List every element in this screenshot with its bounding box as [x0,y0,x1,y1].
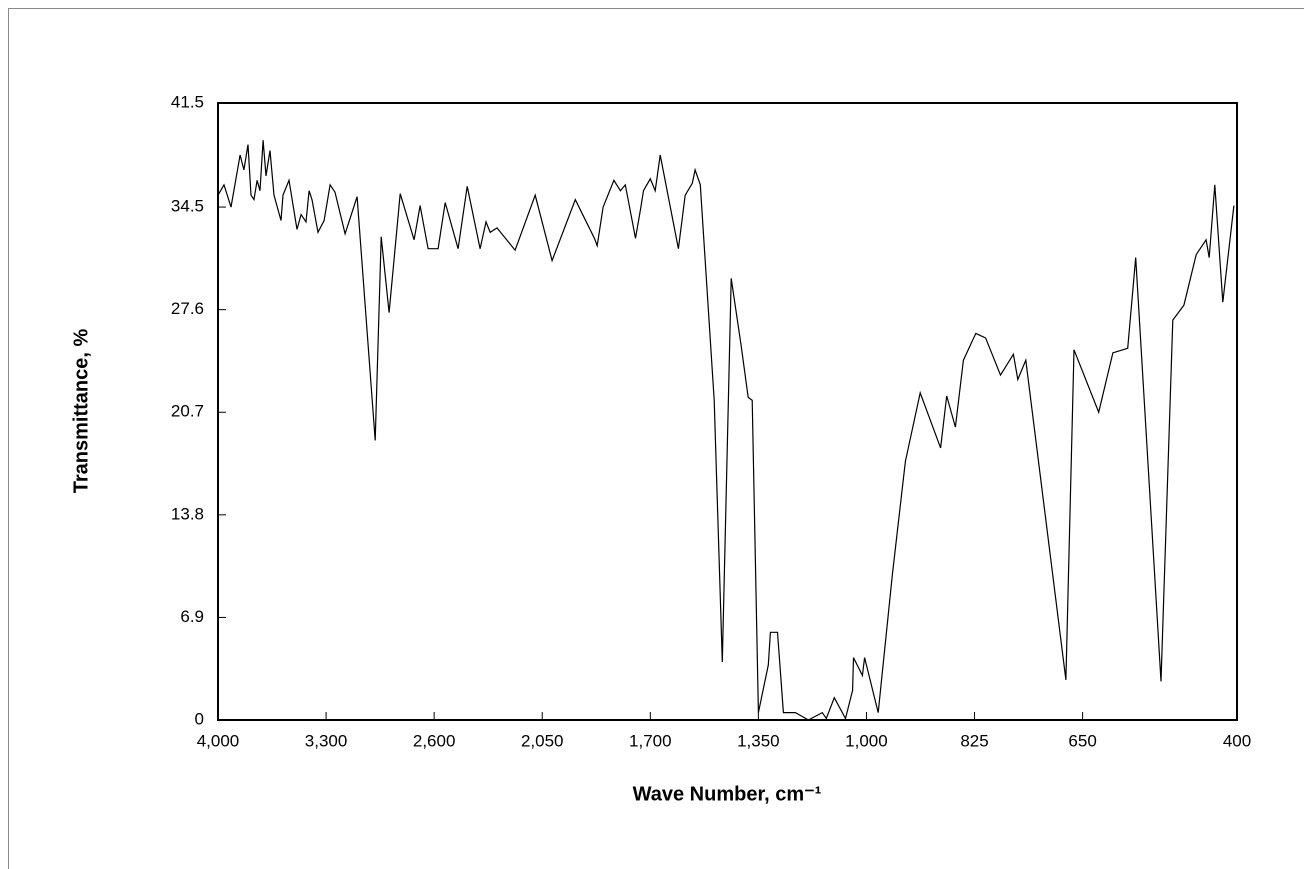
x-tick-label: 650 [1068,731,1096,750]
y-tick-label: 13.8 [171,504,204,523]
x-tick-label: 1,000 [845,731,888,750]
x-tick-label: 2,600 [413,731,456,750]
y-tick-label: 27.6 [171,299,204,318]
spectrum-line [217,140,1235,721]
x-tick-label: 400 [1223,731,1251,750]
x-axis-label: Wave Number, cm⁻¹ [633,783,822,805]
x-tick-label: 4,000 [197,731,240,750]
y-tick-label: 34.5 [171,197,204,216]
y-tick-label: 0 [195,709,204,728]
x-tick-label: 1,700 [629,731,672,750]
x-tick-label: 3,300 [305,731,348,750]
plot-area [217,102,1238,721]
y-tick-label: 20.7 [171,402,204,421]
x-tick-label: 1,350 [737,731,780,750]
y-axis-label: Transmittance, % [70,329,92,494]
x-tick-label: 2,050 [521,731,564,750]
y-tick-label: 41.5 [171,92,204,111]
y-tick-label: 6.9 [180,607,204,626]
x-tick-label: 825 [960,731,988,750]
